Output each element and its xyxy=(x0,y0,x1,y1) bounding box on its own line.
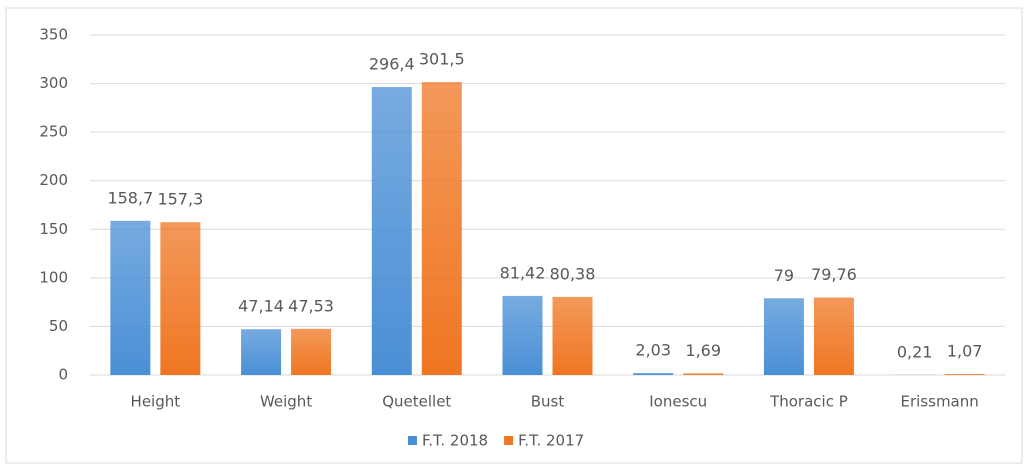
legend-swatch xyxy=(504,436,514,445)
x-tick-label: Weight xyxy=(260,393,312,411)
x-tick-label: Erissmann xyxy=(901,393,979,411)
bar xyxy=(241,329,282,375)
bar xyxy=(813,297,854,375)
bar xyxy=(421,82,462,375)
bar xyxy=(371,87,412,375)
x-tick-label: Bust xyxy=(531,393,565,411)
bar xyxy=(683,373,724,375)
bar xyxy=(552,296,593,375)
value-label: 158,7 xyxy=(107,188,153,207)
y-tick-label: 50 xyxy=(49,317,68,335)
value-label: 157,3 xyxy=(157,190,203,209)
y-tick-label: 150 xyxy=(39,220,68,238)
value-label: 296,4 xyxy=(369,55,415,74)
x-tick-label: Quetellet xyxy=(382,393,451,411)
value-label: 301,5 xyxy=(419,50,465,69)
y-tick-label: 200 xyxy=(39,171,68,189)
value-label: 79 xyxy=(774,266,794,285)
bar xyxy=(291,328,332,375)
y-tick-label: 0 xyxy=(58,366,68,384)
y-tick-label: 350 xyxy=(39,26,68,44)
y-tick-label: 300 xyxy=(39,74,68,92)
bar xyxy=(160,222,201,375)
bar xyxy=(502,295,543,375)
bar xyxy=(633,373,674,375)
value-label: 0,21 xyxy=(897,342,933,361)
value-label: 79,76 xyxy=(811,265,857,284)
y-tick-label: 100 xyxy=(39,268,68,286)
value-label: 47,53 xyxy=(288,296,334,315)
legend-label: F.T. 2017 xyxy=(518,432,584,450)
legend-swatch xyxy=(408,436,417,445)
x-tick-label: Height xyxy=(131,393,181,411)
legend-label: F.T. 2018 xyxy=(422,432,488,450)
value-label: 81,42 xyxy=(500,263,546,282)
value-label: 1,07 xyxy=(947,341,983,360)
x-tick-label: Ionescu xyxy=(649,393,707,411)
value-label: 47,14 xyxy=(238,297,284,316)
x-tick-label: Thoracic P xyxy=(769,393,848,411)
value-label: 80,38 xyxy=(550,264,596,283)
value-label: 2,03 xyxy=(635,341,671,360)
bar xyxy=(763,298,804,375)
y-tick-label: 250 xyxy=(39,123,68,141)
value-label: 1,69 xyxy=(685,341,721,360)
bar xyxy=(110,220,151,375)
bar xyxy=(944,373,985,375)
